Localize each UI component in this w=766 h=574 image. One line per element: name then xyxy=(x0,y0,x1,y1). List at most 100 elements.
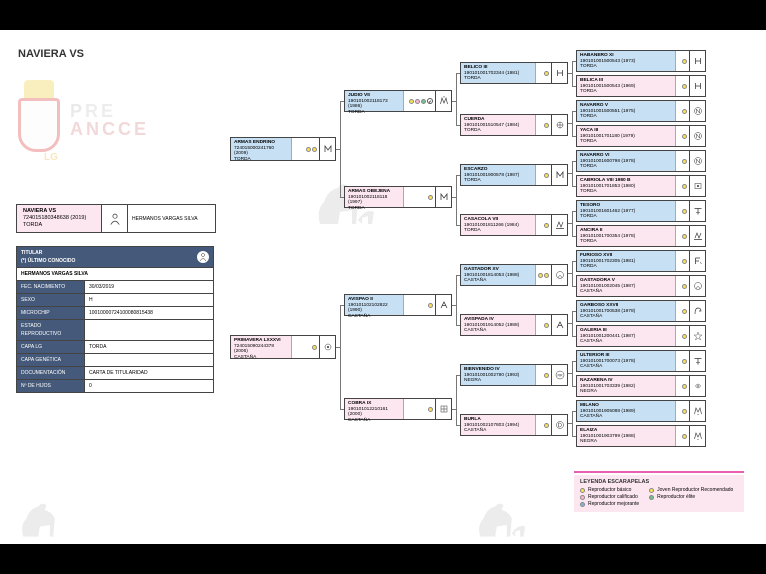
ancestor-code: 190101102102822 (1990) xyxy=(348,303,400,314)
ancestor-box: ESCARZO190101001900578 (1987)TORDA xyxy=(460,164,568,186)
ancestor-color: CASTAÑA xyxy=(348,314,400,320)
legend-item: Reproductor élite xyxy=(649,494,733,500)
detail-value: 10010000724100080815438 xyxy=(85,307,214,320)
rosette-icon xyxy=(409,99,414,104)
subject-owner: HERMANOS VARGAS SILVA xyxy=(128,204,216,233)
connector-line xyxy=(572,361,576,362)
ancestor-box: BELICO III190101001702344 (1981)TORDA xyxy=(460,62,568,84)
detail-label: CAPA LG xyxy=(17,341,85,354)
ancestor-color: CASTAÑA xyxy=(348,418,400,424)
subject-brand-icon xyxy=(102,204,128,233)
connector-line xyxy=(340,101,341,197)
connector-line xyxy=(456,375,460,376)
connector-line xyxy=(572,411,573,436)
detail-label: CAPA GENÉTICA xyxy=(17,354,85,367)
legend: LEYENDA ESCARAPELAS Reproductor básicoRe… xyxy=(574,471,744,512)
ancestor-code: 190101002118118 (1997) xyxy=(348,195,400,206)
rosette-icon xyxy=(306,147,311,152)
ancestor-color: CASTAÑA xyxy=(234,355,288,361)
detail-value: 0 xyxy=(85,380,214,393)
ancestor-box: CABRIOLA VIII 1980 B190101001701853 (198… xyxy=(576,175,706,197)
rosette-icon xyxy=(682,434,687,439)
ancestor-box: MILANO190101001905088 (1989)CASTAÑA xyxy=(576,400,706,422)
connector-line xyxy=(572,286,576,287)
brand-icon xyxy=(689,51,705,71)
rosette-icon xyxy=(580,495,585,500)
ancestor-box: COBRA IX190101012210161 (2000)CASTAÑA xyxy=(344,398,452,420)
ancestor-color: TORDA xyxy=(348,206,400,212)
rosette-icon xyxy=(682,259,687,264)
detail-value: TORDA xyxy=(85,341,214,354)
brand-icon xyxy=(319,138,335,160)
ancestor-box: PRIMAVERA LXXXVI724015090244378 (2006)CA… xyxy=(230,335,336,359)
brand-icon xyxy=(435,91,451,111)
rosette-icon xyxy=(421,99,426,104)
connector-line xyxy=(572,411,576,412)
brand-icon xyxy=(689,76,705,96)
brand-icon xyxy=(689,251,705,271)
connector-line xyxy=(572,86,576,87)
rosette-icon xyxy=(682,84,687,89)
brand-icon xyxy=(435,295,451,315)
ancestor-color: TORDA xyxy=(580,189,672,195)
ancestor-color: TORDA xyxy=(464,76,532,82)
brand-icon xyxy=(689,376,705,396)
legend-label: Reproductor básico xyxy=(588,487,631,493)
brand-icon xyxy=(551,415,567,435)
ancestor-color: CASTAÑA xyxy=(580,364,672,370)
brand-icon xyxy=(689,151,705,171)
detail-value xyxy=(85,320,214,341)
connector-line xyxy=(572,136,576,137)
watermark-logo: PREANCCE LG xyxy=(18,80,60,152)
ancestor-box: ARMAS OBEJENA190101002118118 (1997)TORDA xyxy=(344,186,452,208)
connector-line xyxy=(572,186,576,187)
ancestor-box: HABANERO XI190101001500543 (1973)TORDA xyxy=(576,50,706,72)
medal-icon: ✔ xyxy=(427,98,433,104)
owner-brand-icon xyxy=(197,251,209,263)
ancestor-box: BIENVENIDO IV190101001002780 (1993)NEGRA… xyxy=(460,364,568,386)
page-title: NAVIERA VS xyxy=(18,48,84,60)
ancestor-box: GARBOSO XXVII190101001700538 (1978)CASTA… xyxy=(576,300,706,322)
rosette-icon xyxy=(649,495,654,500)
ancestor-box: CUERDA190101001510547 (1984)TORDA xyxy=(460,114,568,136)
ancestor-box: NAVARRO VI190101001600798 (1978)TORDA xyxy=(576,150,706,172)
ancestor-box: NAVARRO V190101001500551 (1975)TORDA xyxy=(576,100,706,122)
connector-line xyxy=(456,275,457,325)
connector-line xyxy=(572,61,576,62)
rosette-icon xyxy=(415,99,420,104)
brand-icon xyxy=(551,115,567,135)
ancestor-code: 724015090244378 (2006) xyxy=(234,344,288,355)
ancestor-color: TORDA xyxy=(580,139,672,145)
rosette-icon xyxy=(544,323,549,328)
ancestor-color: TORDA xyxy=(580,264,672,270)
brand-icon xyxy=(689,401,705,421)
ancestor-color: TORDA xyxy=(464,228,532,234)
connector-line xyxy=(572,261,573,286)
connector-line xyxy=(456,175,457,225)
legend-label: Reproductor élite xyxy=(657,494,695,500)
connector-line xyxy=(572,161,576,162)
rosette-icon xyxy=(682,359,687,364)
ancestor-box: GALERIA III190101001200441 (1987)CASTAÑA xyxy=(576,325,706,347)
ancestor-code: 724015000241760 (2009) xyxy=(234,146,288,157)
brand-icon xyxy=(689,301,705,321)
connector-line xyxy=(456,73,457,125)
rosette-icon xyxy=(580,502,585,507)
ancestor-color: CASTAÑA xyxy=(464,428,532,434)
connector-line xyxy=(572,311,576,312)
connector-line xyxy=(456,175,460,176)
detail-label: MICROCHIP xyxy=(17,307,85,320)
details-table: TITULAR(*) ÚLTIMO CONOCIDO HERMANOS VARG… xyxy=(16,246,214,393)
connector-line xyxy=(456,275,460,276)
rosette-icon xyxy=(682,159,687,164)
connector-line xyxy=(456,125,460,126)
rosette-icon xyxy=(428,407,433,412)
connector-line xyxy=(572,161,573,186)
ancestor-color: TORDA xyxy=(580,214,672,220)
connector-line xyxy=(572,236,576,237)
rosette-icon xyxy=(544,71,549,76)
rosette-icon xyxy=(682,234,687,239)
rosette-icon xyxy=(544,373,549,378)
connector-line xyxy=(456,325,460,326)
detail-value: H xyxy=(85,294,214,307)
